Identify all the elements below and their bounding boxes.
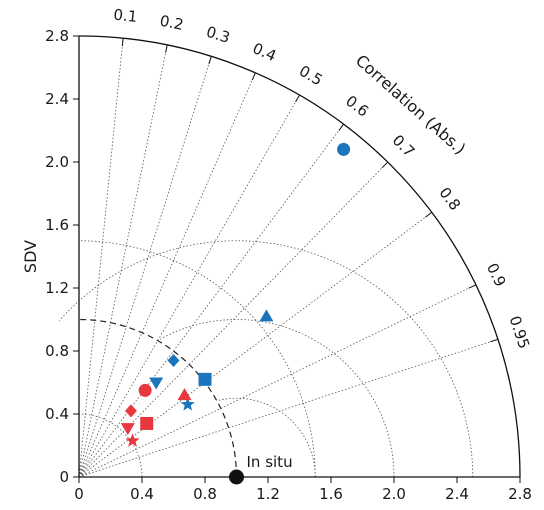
- correlation-tick: [121, 38, 124, 47]
- rms-gridline: [59, 240, 474, 478]
- correlation-tick-label: 0.3: [204, 23, 232, 47]
- correlation-tick: [165, 44, 168, 53]
- correlation-tick-label: 0.8: [435, 184, 464, 214]
- blue-triangle-up-marker: [259, 309, 274, 322]
- y-tick-label: 1.6: [45, 216, 69, 234]
- red-star-marker: [125, 433, 140, 447]
- reference-point-marker: [229, 469, 244, 485]
- axis-layer: [73, 35, 521, 483]
- y-tick-label: 2.0: [45, 153, 69, 171]
- correlation-gridline: [78, 72, 256, 478]
- correlation-tick-label: 0.1: [113, 6, 139, 26]
- blue-circle-marker: [337, 142, 351, 156]
- x-tick-label: 1.6: [319, 485, 343, 503]
- correlation-gridline: [78, 94, 300, 478]
- correlation-gridline: [78, 338, 499, 478]
- y-tick-label: 0: [59, 468, 69, 486]
- reference-sd-arc: [78, 318, 238, 478]
- outer-arc: [78, 35, 521, 478]
- red-circle-marker: [138, 383, 152, 397]
- reference-label: In situ: [247, 453, 293, 471]
- red-diamond-marker: [124, 404, 137, 418]
- correlation-tick: [425, 211, 433, 218]
- correlation-tick-label: 0.5: [296, 62, 326, 90]
- correlation-tick-label: 0.95: [506, 314, 534, 351]
- correlation-tick: [251, 72, 256, 81]
- y-tick-label: 2.4: [45, 90, 69, 108]
- y-tick-label: 0.8: [45, 342, 69, 360]
- correlation-tick-label: 0.9: [483, 260, 510, 289]
- red-triangle-up-marker: [177, 388, 192, 401]
- correlation-gridline: [78, 123, 344, 478]
- correlation-tick: [468, 284, 477, 289]
- blue-diamond-marker: [167, 353, 180, 367]
- y-tick-label: 2.8: [45, 27, 69, 45]
- correlation-tick: [295, 94, 300, 103]
- blue-star-marker: [180, 397, 195, 411]
- x-tick-label: 0: [74, 485, 84, 503]
- grid-layer: [59, 38, 499, 478]
- red-triangle-down-marker: [120, 423, 135, 436]
- correlation-tick: [490, 338, 499, 343]
- x-tick-label: 0.8: [193, 485, 217, 503]
- correlation-gridline: [78, 38, 124, 478]
- correlation-gridline: [78, 284, 477, 478]
- blue-triangle-down-marker: [149, 377, 164, 390]
- correlation-tick-label: 0.2: [158, 12, 185, 34]
- correlation-tick: [208, 56, 212, 64]
- y-axis-title: SDV: [21, 240, 40, 273]
- correlation-gridline: [78, 56, 212, 478]
- blue-square-marker: [198, 372, 212, 386]
- red-square-marker: [140, 416, 154, 430]
- correlation-tick-label: 0.4: [250, 39, 279, 65]
- x-tick-label: 0.4: [130, 485, 154, 503]
- correlation-tick-label: 0.7: [389, 131, 419, 161]
- correlation-tick: [381, 161, 389, 169]
- sd-gridline: [78, 413, 143, 478]
- correlation-tick-label: 0.6: [342, 92, 372, 121]
- correlation-gridline: [78, 212, 433, 478]
- rms-gridline: [157, 319, 395, 478]
- x-tick-label: 2.0: [382, 485, 406, 503]
- x-tick-label: 2.4: [445, 485, 469, 503]
- correlation-gridline: [78, 44, 168, 478]
- correlation-tick: [338, 123, 345, 131]
- y-tick-label: 1.2: [45, 279, 69, 297]
- x-tick-label: 2.8: [508, 485, 532, 503]
- sd-gridline: [78, 240, 316, 478]
- y-tick-label: 0.4: [45, 405, 69, 423]
- x-tick-label: 1.2: [256, 485, 280, 503]
- point-layer: [120, 142, 351, 485]
